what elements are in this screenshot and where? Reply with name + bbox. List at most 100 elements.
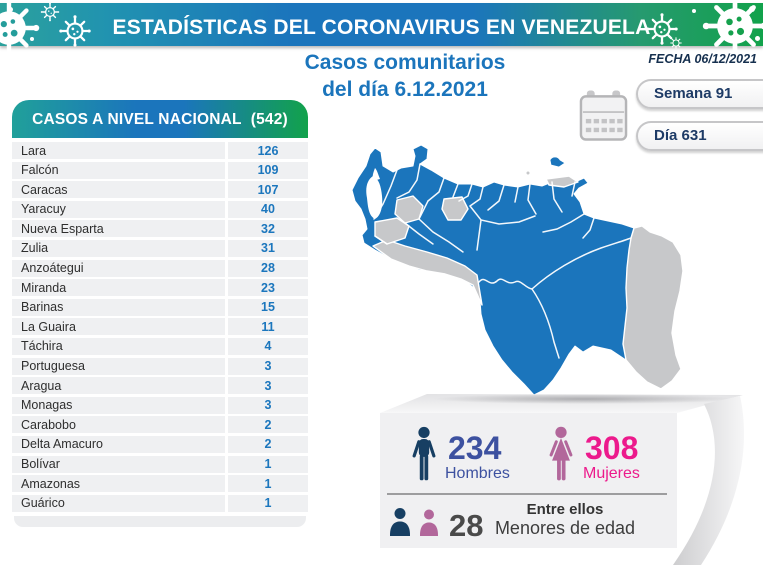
state-name: Guárico	[12, 494, 225, 512]
venezuela-map	[351, 144, 684, 396]
state-name: Anzoátegui	[12, 259, 225, 277]
map-region-esequibo	[622, 225, 684, 390]
table-row: Delta Amacuro 2	[12, 435, 308, 453]
state-name: Nueva Esparta	[12, 220, 225, 238]
state-name: Caracas	[12, 181, 225, 199]
state-cases: 1	[228, 475, 308, 493]
minors-label-line2: Menores de edad	[494, 518, 636, 538]
state-cases: 40	[228, 200, 308, 218]
table-row: Miranda 23	[12, 279, 308, 297]
calendar-icon	[579, 90, 628, 141]
state-name: Barinas	[12, 298, 225, 316]
state-name: Carabobo	[12, 416, 225, 434]
state-name: Bolívar	[12, 455, 225, 473]
decor-dot	[30, 37, 34, 41]
table-row: Falcón 109	[12, 161, 308, 179]
table-row: Barinas 15	[12, 298, 308, 316]
gulf-notch	[372, 168, 380, 181]
virus-icon	[59, 15, 91, 47]
table-row: Anzoátegui 28	[12, 259, 308, 277]
subtitle-line2: del día 6.12.2021	[322, 78, 488, 101]
state-name: Delta Amacuro	[12, 435, 225, 453]
table-title: CASOS A NIVEL NACIONAL	[32, 111, 242, 128]
table-row: Guárico 1	[12, 494, 308, 512]
page-title: ESTADÍSTICAS DEL CORONAVIRUS EN VENEZUEL…	[112, 16, 651, 39]
state-name: Aragua	[12, 377, 225, 395]
demographics-card-background	[380, 394, 745, 565]
state-cases: 107	[228, 181, 308, 199]
minors-count: 28	[449, 508, 484, 543]
state-name: Yaracuy	[12, 200, 225, 218]
men-label: Hombres	[445, 465, 510, 482]
state-cases: 3	[228, 377, 308, 395]
children-icons	[390, 508, 438, 536]
state-cases: 3	[228, 396, 308, 414]
state-cases: 11	[228, 318, 308, 336]
table-row: Aragua 3	[12, 377, 308, 395]
header-banner: ESTADÍSTICAS DEL CORONAVIRUS EN VENEZUEL…	[0, 0, 763, 59]
decor-dot	[749, 6, 755, 12]
state-name: Falcón	[12, 161, 225, 179]
decor-dot	[8, 7, 13, 12]
state-cases: 1	[228, 494, 308, 512]
minors-label-line1: Entre ellos	[526, 501, 604, 518]
subtitle-line1: Casos comunitarios	[304, 51, 506, 74]
table-row: Caracas 107	[12, 181, 308, 199]
table-row: Portuguesa 3	[12, 357, 308, 375]
state-cases: 32	[228, 220, 308, 238]
state-name: Miranda	[12, 279, 225, 297]
card-divider	[387, 493, 667, 495]
table-row: Amazonas 1	[12, 475, 308, 493]
table-row: Táchira 4	[12, 337, 308, 355]
decor-dot	[692, 9, 696, 13]
state-name: Portuguesa	[12, 357, 225, 375]
day-badge: Día 631	[636, 121, 763, 151]
table-row: Yaracuy 40	[12, 200, 308, 218]
state-cases: 2	[228, 416, 308, 434]
women-count: 308	[585, 430, 639, 466]
state-name: La Guaira	[12, 318, 225, 336]
state-name: Monagas	[12, 396, 225, 414]
cases-table: Lara 126 Falcón 109 Caracas 107 Yaracuy 40 N…	[12, 142, 308, 514]
virus-icon	[670, 37, 682, 49]
table-header: CASOS A NIVEL NACIONAL (542)	[12, 100, 308, 138]
state-cases: 109	[228, 161, 308, 179]
date-label: FECHA 06/12/2021	[648, 52, 757, 66]
women-label: Mujeres	[583, 465, 640, 482]
table-total: (542)	[250, 111, 288, 128]
map-region-gray-center	[441, 196, 469, 221]
state-name: Lara	[12, 142, 225, 159]
card-page-curl	[673, 396, 745, 565]
state-cases: 28	[228, 259, 308, 277]
map-region-apure	[372, 239, 483, 306]
men-count: 234	[448, 430, 502, 466]
state-name: Zulia	[12, 239, 225, 257]
state-cases: 4	[228, 337, 308, 355]
state-cases: 126	[228, 142, 308, 159]
subtitle: Casos comunitarios del día 6.12.2021	[240, 49, 570, 103]
state-cases: 15	[228, 298, 308, 316]
state-cases: 1	[228, 455, 308, 473]
map-region-gray-northeast	[545, 175, 579, 188]
state-cases: 2	[228, 435, 308, 453]
state-cases: 3	[228, 357, 308, 375]
map-islet-gray	[525, 170, 531, 176]
virus-icon	[646, 13, 678, 45]
virus-icon	[40, 2, 60, 22]
decor-dot	[755, 36, 760, 41]
table-row: Lara 126	[12, 142, 308, 159]
state-name: Amazonas	[12, 475, 225, 493]
table-row: Bolívar 1	[12, 455, 308, 473]
table-row: Monagas 3	[12, 396, 308, 414]
table-row: Nueva Esparta 32	[12, 220, 308, 238]
state-cases: 23	[228, 279, 308, 297]
table-row: La Guaira 11	[12, 318, 308, 336]
table-row: Zulia 31	[12, 239, 308, 257]
man-icon	[412, 426, 436, 481]
lake-maracaibo	[366, 176, 383, 219]
state-cases: 31	[228, 239, 308, 257]
woman-icon	[549, 426, 573, 481]
virus-icon	[0, 0, 40, 59]
state-name: Táchira	[12, 337, 225, 355]
